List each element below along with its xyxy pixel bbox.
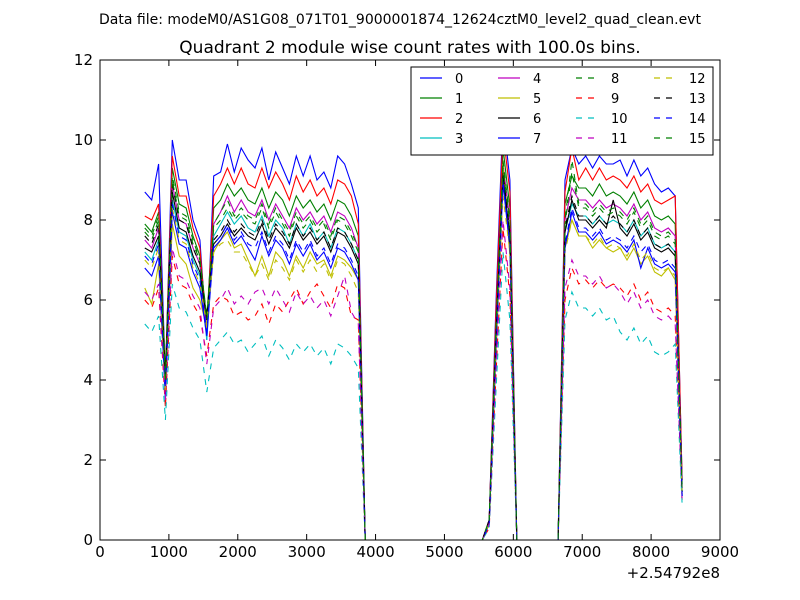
x-tick-label: 7000	[563, 543, 601, 561]
x-tick-label: 0	[95, 543, 105, 561]
series-line-9	[144, 227, 683, 541]
y-tick-label: 12	[74, 51, 93, 69]
y-tick-label: 8	[83, 211, 93, 229]
x-tick-label: 6000	[494, 543, 532, 561]
legend-label-11: 11	[611, 132, 628, 147]
series-line-12	[144, 195, 683, 541]
y-tick-label: 6	[83, 291, 93, 309]
legend-label-1: 1	[455, 92, 463, 107]
x-tick-label: 5000	[425, 543, 463, 561]
series-line-10	[144, 251, 683, 541]
legend-label-6: 6	[533, 112, 541, 127]
series-line-8	[144, 159, 683, 541]
x-tick-label: 8000	[632, 543, 670, 561]
axis-ticks: 0 1000 2000 3000 4000 5000 6000 7000 8000 9000 0 2 4…	[74, 51, 739, 561]
x-tick-label: 1000	[150, 543, 188, 561]
series-line-2	[144, 131, 683, 541]
legend-box	[410, 66, 714, 156]
x-tick-label: 3000	[288, 543, 326, 561]
x-tick-label: 9000	[701, 543, 739, 561]
chart-title: Quadrant 2 module wise count rates with …	[179, 38, 640, 58]
x-tick-label: 4000	[356, 543, 394, 561]
y-tick-label: 2	[83, 451, 93, 469]
legend-label-12: 12	[689, 72, 706, 87]
legend-label-10: 10	[611, 112, 628, 127]
legend-label-4: 4	[533, 72, 541, 87]
series-line-11	[144, 219, 683, 541]
legend-label-0: 0	[455, 72, 463, 87]
legend-label-5: 5	[533, 92, 541, 107]
x-offset-label: +2.54792e8	[627, 564, 720, 582]
legend-label-8: 8	[611, 72, 619, 87]
legend-label-3: 3	[455, 132, 463, 147]
series-line-5	[144, 163, 683, 541]
y-tick-label: 4	[83, 371, 93, 389]
legend-label-9: 9	[611, 92, 619, 107]
plot-area	[144, 115, 683, 541]
y-tick-label: 0	[83, 531, 93, 549]
legend-label-13: 13	[689, 92, 706, 107]
series-line-13	[144, 171, 683, 541]
legend-label-7: 7	[533, 132, 541, 147]
legend-label-15: 15	[689, 132, 706, 147]
chart-supertitle: Data file: modeM0/AS1G08_071T01_90000018…	[99, 12, 701, 28]
y-tick-label: 10	[74, 131, 93, 149]
legend-label-14: 14	[689, 112, 706, 127]
x-tick-label: 2000	[219, 543, 257, 561]
series-line-14	[144, 179, 683, 541]
series-line-7	[144, 183, 683, 541]
series-line-15	[144, 167, 683, 541]
series-line-4	[144, 163, 683, 541]
legend-label-2: 2	[455, 112, 463, 127]
series-line-0	[144, 115, 683, 541]
